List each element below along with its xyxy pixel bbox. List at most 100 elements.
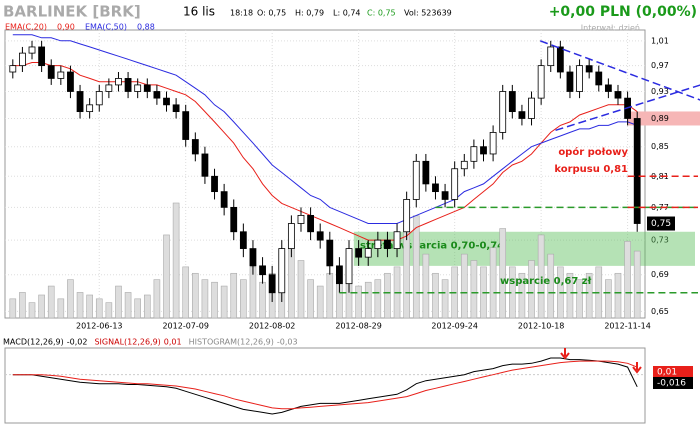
candle-body — [249, 248, 257, 267]
volume-bar — [316, 285, 324, 319]
candle-body — [403, 199, 411, 233]
candle-body — [537, 65, 545, 99]
volume-bar — [307, 279, 314, 319]
candle-body — [76, 91, 84, 113]
macd-end-label: -0,016 — [657, 379, 686, 389]
trendline — [555, 84, 700, 132]
y-tick-label: 0,65 — [651, 307, 669, 316]
volume-bar — [76, 292, 84, 319]
candle-body — [518, 111, 526, 119]
highlight — [628, 111, 700, 126]
candle-body — [345, 248, 353, 285]
candle-body — [480, 146, 487, 155]
candle-body — [499, 91, 507, 133]
candle-body — [47, 65, 55, 79]
candle-body — [556, 46, 564, 73]
candle-body — [211, 175, 218, 193]
candle-body — [297, 214, 305, 224]
volume-bar — [9, 298, 17, 319]
candle-body — [614, 91, 622, 99]
y-tick-label: 0,97 — [651, 61, 669, 70]
volume-bar — [605, 279, 612, 319]
volume-bar — [460, 253, 468, 319]
volume-bar — [172, 202, 180, 319]
candle-body — [239, 231, 247, 249]
candle-body — [326, 239, 334, 267]
volume-bar — [47, 285, 55, 319]
annotation: opór połowy — [558, 146, 628, 158]
annotation: korpusu 0,81 — [554, 164, 628, 175]
macd-line — [12, 357, 638, 415]
time: 18:18 — [230, 9, 253, 18]
candle-body — [316, 231, 324, 241]
plot: 1,010,970,930,890,850,810,770,730,690,65… — [3, 23, 700, 415]
macd-legend: MACD(12,26,9) — [3, 338, 64, 347]
candle-body — [182, 111, 190, 140]
candle-body — [441, 191, 449, 200]
y-tick-label: 0,73 — [651, 236, 669, 245]
volume-bar — [470, 260, 478, 319]
volume-bar — [220, 285, 228, 319]
candle-body — [393, 231, 401, 249]
volume-bar — [115, 285, 122, 319]
candle-body — [422, 160, 430, 185]
ema-line — [12, 34, 638, 224]
macd-end-label: 0,01 — [657, 368, 677, 378]
x-tick-label: 2012-11-14 — [604, 322, 651, 331]
y-tick-label: 0,89 — [651, 114, 669, 123]
price-label: 0,75 — [651, 219, 671, 229]
volume-bar — [624, 241, 631, 319]
volume-bar — [422, 253, 430, 319]
x-tick-label: 2012-10-18 — [518, 322, 565, 331]
macd-legend: SIGNAL(12,26,9) — [94, 338, 160, 347]
volume-bar — [67, 279, 74, 319]
candle-body — [9, 65, 17, 73]
volume-bar — [412, 215, 420, 319]
volume-bar — [182, 266, 190, 319]
volume-bar — [38, 294, 45, 319]
zone-label: strefa wsparcia 0,70-0,74 — [360, 241, 504, 252]
chart-title: BARLINEK [BRK] — [3, 3, 141, 21]
volume-bar — [441, 279, 449, 319]
volume-bar — [355, 285, 362, 319]
candle-body — [86, 104, 94, 113]
y-tick-label: 0,93 — [651, 87, 669, 96]
macd-legend: HISTOGRAM(12,26,9) — [189, 338, 274, 347]
candle-body — [105, 84, 113, 92]
volume-bar — [614, 272, 622, 319]
volume-bar — [547, 253, 555, 319]
volume-bar — [403, 228, 410, 319]
legend-value: 0,88 — [137, 23, 155, 32]
candle-body — [528, 97, 535, 119]
candle-body — [364, 248, 372, 258]
candle-body — [604, 84, 612, 92]
candle-body — [576, 65, 583, 92]
candle-body — [451, 168, 459, 200]
y-tick-label: 0,69 — [651, 270, 669, 279]
change: +0,00 PLN (0,00%) — [549, 4, 697, 20]
candle-body — [143, 84, 151, 92]
quote-low: L: 0,74 — [333, 9, 361, 18]
volume-bar — [211, 281, 218, 319]
volume-bar — [143, 294, 151, 319]
arrow — [632, 362, 642, 374]
legend-label: EMA(C,50) — [85, 23, 127, 32]
candle-body — [412, 160, 420, 200]
volume-bar — [364, 281, 372, 319]
x-tick-label: 2012-09-24 — [431, 322, 478, 331]
candle-body — [172, 104, 180, 113]
volume-bar — [259, 281, 266, 319]
candle-body — [201, 153, 209, 177]
quote-high: H: 0,79 — [295, 9, 324, 18]
candle-body — [595, 71, 603, 86]
volume-bar — [576, 279, 583, 319]
volume-bar — [528, 260, 535, 319]
volume-bar — [19, 292, 26, 319]
level-label: wsparcie 0,67 zł — [500, 276, 592, 287]
candle-body — [163, 97, 170, 106]
candle-body — [432, 183, 439, 193]
macd-legend-value: -0,02 — [67, 338, 88, 347]
volume-bar — [240, 279, 247, 319]
candle-body — [470, 146, 478, 162]
volume-bar — [105, 302, 113, 319]
